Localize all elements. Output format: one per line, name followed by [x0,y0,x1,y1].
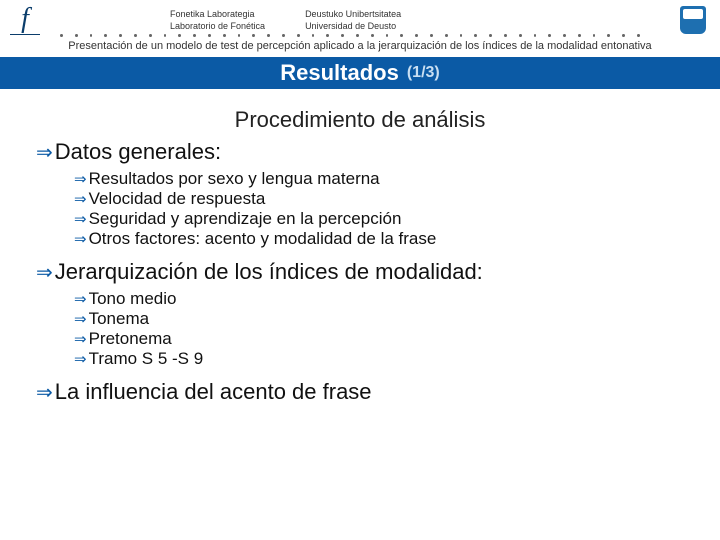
slide-header: f Fonetika Laborategia Laboratorio de Fo… [0,0,720,38]
bullet-l2-group-datos: ⇒Resultados por sexo y lengua materna ⇒V… [40,169,680,249]
bullet-l1-datos: ⇒Datos generales: ⇒Resultados por sexo y… [40,139,680,249]
university-name-block: Deustuko Unibertsitatea Universidad de D… [305,8,401,32]
bullet-text: Tonema [89,309,149,328]
arrow-icon: ⇒ [74,191,87,208]
bullet-text: Resultados por sexo y lengua materna [89,169,380,188]
arrow-icon: ⇒ [74,351,87,368]
slide-title: Resultados [280,60,399,86]
university-shield-icon [680,6,708,36]
title-band: Resultados (1/3) [0,57,720,89]
bullet-text: Tono medio [89,289,177,308]
arrow-icon: ⇒ [74,231,87,248]
bullet-text: Otros factores: acento y modalidad de la… [89,229,437,248]
arrow-icon: ⇒ [74,211,87,228]
university-name-es: Universidad de Deusto [305,20,401,32]
arrow-icon: ⇒ [36,382,53,404]
lab-name-block: Fonetika Laborategia Laboratorio de Foné… [170,8,265,32]
slide-counter: (1/3) [407,64,440,82]
bullet-text: La influencia del acento de frase [55,379,372,404]
bullet-text: Velocidad de respuesta [89,189,266,208]
university-name-eu: Deustuko Unibertsitatea [305,8,401,20]
arrow-icon: ⇒ [74,311,87,328]
arrow-icon: ⇒ [74,331,87,348]
lab-name-es: Laboratorio de Fonética [170,20,265,32]
section-heading: Procedimiento de análisis [40,107,680,133]
bullet-l1-jerarquizacion: ⇒ Jerarquización de los índices de modali… [40,259,680,369]
bullet-text: Seguridad y aprendizaje en la percepción [89,209,402,228]
slide-content: Procedimiento de análisis ⇒Datos general… [0,89,720,423]
bullet-text: Tramo S 5 -S 9 [89,349,204,368]
bullet-text: Pretonema [89,329,172,348]
arrow-icon: ⇒ [36,262,53,284]
lab-name-eu: Fonetika Laborategia [170,8,265,20]
bullet-l1-influencia: ⇒La influencia del acento de frase [40,379,680,405]
arrow-icon: ⇒ [36,142,53,164]
bullet-text: Jerarquización de los índices de modalid… [55,259,483,284]
bullet-text: Datos generales: [55,139,221,164]
arrow-icon: ⇒ [74,171,87,188]
header-divider-dots [60,34,640,38]
lab-logo: f [10,5,40,35]
arrow-icon: ⇒ [74,291,87,308]
bullet-l2-group-jerarquizacion: ⇒Tono medio ⇒Tonema ⇒Pretonema ⇒Tramo S … [40,289,680,369]
presentation-subtitle: Presentación de un modelo de test de per… [0,38,720,57]
